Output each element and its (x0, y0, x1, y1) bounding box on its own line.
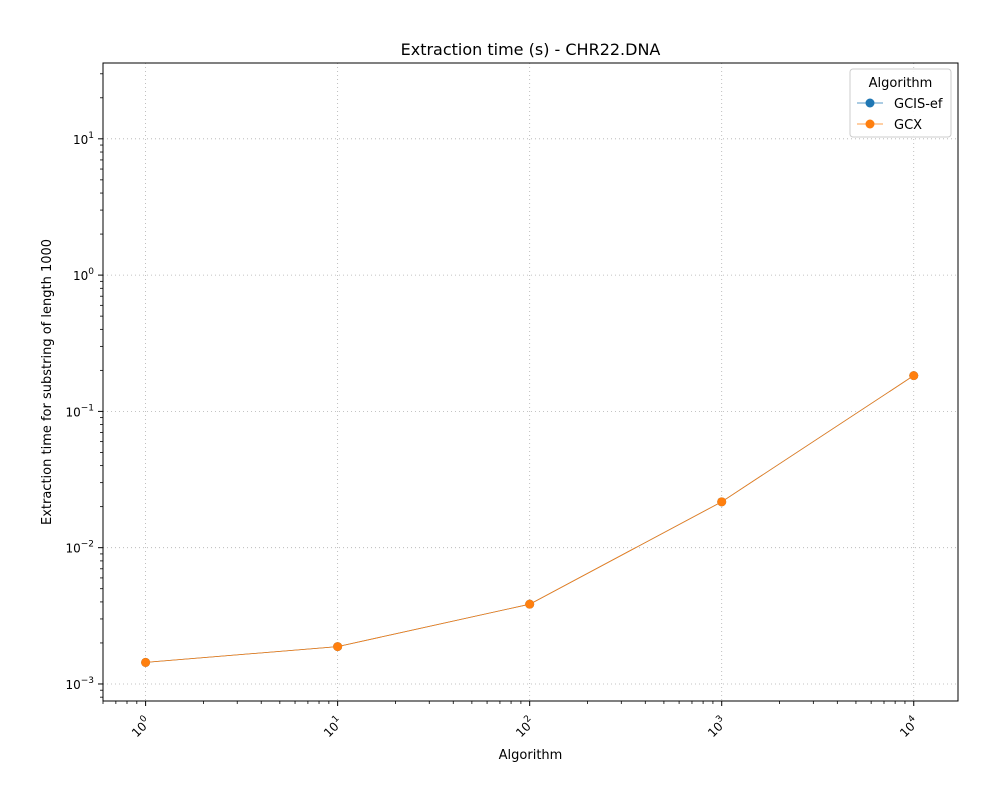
legend-marker (865, 98, 875, 108)
y-tick-label-base: 10 (65, 542, 80, 556)
legend-entry: GCIS-ef (857, 97, 943, 112)
major-ticks (98, 138, 915, 706)
series-gcx (141, 371, 919, 667)
data-point (909, 371, 919, 381)
y-tick-label: 101 (73, 131, 94, 147)
x-tick-label-exponent: 1 (330, 714, 341, 725)
y-tick-label-base: 10 (65, 405, 80, 419)
y-axis-label: Extraction time for substring of length … (40, 239, 55, 525)
chart-title: Extraction time (s) - CHR22.DNA (401, 40, 661, 59)
y-tick-label: 10−1 (65, 403, 94, 419)
legend-label: GCIS-ef (894, 97, 943, 112)
legend-label: GCX (894, 118, 922, 133)
y-tick-label-exponent: −1 (81, 403, 94, 413)
plot-area-frame (102, 62, 959, 702)
legend-entries: GCIS-ef GCX (857, 97, 943, 133)
y-tick-label-exponent: −3 (81, 676, 94, 686)
legend-box (849, 68, 952, 138)
data-point (333, 642, 343, 652)
y-tick-label-base: 10 (73, 269, 88, 283)
y-tick-label-exponent: 0 (88, 267, 94, 277)
legend: Algorithm GCIS-ef GCX (849, 68, 952, 138)
grid-lines (103, 63, 958, 701)
data-point (525, 599, 535, 609)
y-tick-label-exponent: −2 (81, 540, 94, 550)
legend-entry: GCX (857, 118, 922, 133)
y-tick-label: 100 (73, 267, 94, 283)
y-tick-label: 10−2 (65, 540, 94, 556)
x-tick-label-exponent: 2 (522, 714, 533, 725)
data-point (717, 497, 727, 507)
x-axis-label: Algorithm (499, 748, 563, 763)
y-tick-label: 10−3 (65, 676, 94, 692)
y-tick-label-exponent: 1 (88, 131, 94, 141)
x-tick-label-exponent: 0 (138, 714, 149, 725)
series-lines (141, 371, 919, 667)
legend-title: Algorithm (869, 76, 933, 91)
data-point (141, 657, 151, 667)
x-tick-label-exponent: 3 (714, 714, 725, 725)
y-tick-label-base: 10 (65, 678, 80, 692)
x-tick-label-exponent: 4 (906, 714, 917, 725)
legend-marker (865, 119, 875, 129)
y-tick-label-base: 10 (73, 133, 88, 147)
